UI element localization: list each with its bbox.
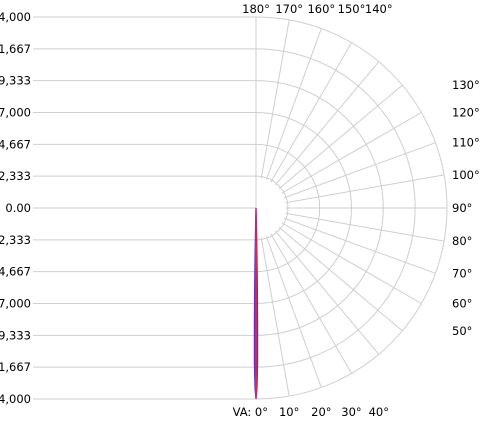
polar-grid [33, 16, 448, 400]
grid-spoke [260, 19, 290, 179]
grid-spoke [265, 28, 322, 180]
radial-tick-label: 12,333 [0, 169, 31, 183]
radial-tick-label: 37,000 [0, 297, 31, 311]
angle-tick-label: 10° [279, 405, 299, 419]
angle-tick-label: 140° [365, 2, 393, 16]
grid-spoke [281, 222, 422, 304]
grid-spoke [270, 233, 352, 374]
grid-spoke [284, 142, 436, 199]
grid-spoke [278, 226, 403, 332]
angle-tick-label: 110° [452, 136, 480, 150]
axis-labels: 74,000 61,667 49,333 37,000 24,667 12,333 0.00… [0, 2, 480, 419]
angle-tick-label: 20° [311, 405, 331, 419]
angle-tick-label: 80° [452, 234, 472, 248]
series-curve [254, 207, 258, 400]
angle-tick-label: 130° [452, 78, 480, 92]
radial-tick-label: 49,333 [0, 74, 31, 88]
radial-tick-label: 61,667 [0, 360, 31, 374]
radial-tick-label: 12,333 [0, 233, 31, 247]
series-layer [253, 207, 259, 400]
radial-tick-label: 0.00 [5, 201, 31, 215]
angle-tick-label: 120° [452, 106, 480, 120]
radial-tick-label: 61,667 [0, 42, 31, 56]
grid-spoke [260, 237, 290, 397]
radial-tick-label: 74,000 [0, 10, 31, 24]
angle-tick-label: 100° [452, 168, 480, 182]
angle-tick-label: 30° [341, 405, 361, 419]
grid-spoke [274, 230, 380, 355]
grid-spoke [284, 217, 436, 274]
angle-tick-label: 160° [307, 2, 335, 16]
angle-tick-label: 150° [338, 2, 366, 16]
grid-spoke [281, 112, 422, 194]
radial-tick-label: 74,000 [0, 392, 31, 406]
grid-spoke [285, 174, 445, 204]
angle-tick-label: 60° [452, 297, 472, 311]
radial-tick-label: 37,000 [0, 106, 31, 120]
angle-tick-label: 170° [275, 2, 303, 16]
angle-tick-label: 90° [452, 201, 472, 215]
grid-spoke [274, 61, 380, 186]
radial-tick-label: 24,667 [0, 265, 31, 279]
radial-tick-label: 49,333 [0, 328, 31, 342]
angle-tick-label: 40° [369, 405, 389, 419]
grid-spoke [270, 42, 352, 183]
radial-tick-label: 24,667 [0, 137, 31, 151]
grid-spoke [265, 236, 322, 388]
grid-spoke [278, 84, 403, 190]
angle-tick-label: VA: 0° [233, 405, 268, 419]
angle-tick-label: 180° [242, 2, 270, 16]
angle-tick-label: 70° [452, 266, 472, 280]
angle-tick-label: 50° [452, 324, 472, 338]
grid-spoke [285, 212, 445, 242]
